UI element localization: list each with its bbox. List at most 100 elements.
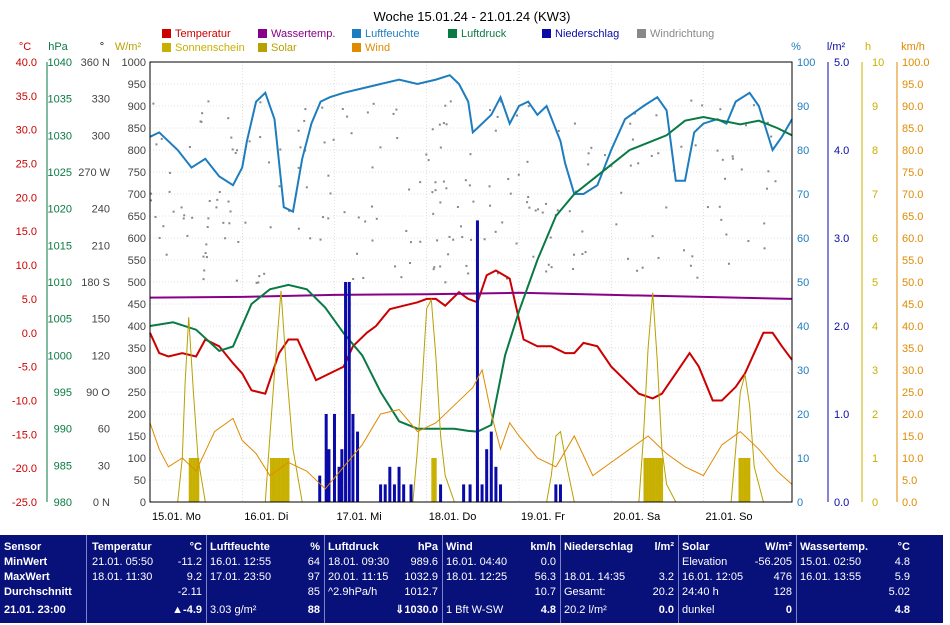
wind-direction-point [537,208,540,211]
wind-direction-point [680,145,683,148]
wind-direction-point [636,269,639,272]
wind-direction-point [216,198,219,201]
sunshine-bar [282,458,285,502]
summary-current-value: 88 [307,604,320,616]
wind-direction-point [237,240,240,243]
wind-direction-point [370,205,373,208]
pressure-axis-tick: 1005 [48,314,72,326]
wind-direction-point [527,105,530,108]
summary-row-value: 4.8 [894,556,910,568]
legend-swatch [258,29,267,38]
sunshine-bar [656,458,658,502]
wind-direction-point [279,148,282,151]
wind-direction-point [259,136,262,139]
x-tick: 21.01. So [705,511,752,523]
precipitation-bar [554,484,558,502]
wind-direction-point [557,129,560,132]
humidity-axis-tick: 20 [797,409,809,421]
wind-direction-point [215,206,218,209]
summary-row-value: 20.2 [652,586,674,598]
sunshine-bar [275,458,277,502]
wind-direction-point [205,256,208,259]
wind-direction-axis-tick: 180 S [81,277,110,289]
wind-direction-point [332,138,335,141]
wind-direction-point [230,136,233,139]
x-tick: 17.01. Mi [336,511,381,523]
humidity-axis-tick: 70 [797,189,809,201]
summary-unit: l/m² [654,541,674,553]
legend-swatch [448,29,457,38]
x-tick: 15.01. Mo [152,511,201,523]
legend-label: Wassertemp. [271,28,335,40]
wind-direction-point [346,115,349,118]
wind-direction-point [696,276,699,279]
wind-direction-point [590,146,593,149]
wind-direction-point [544,202,547,205]
sensor-row: MaxWert [4,571,50,583]
precipitation-bar [485,449,489,502]
wind-direction-point [763,247,766,250]
wind-direction-point [431,191,434,194]
solar-axis-tick: 500 [128,277,146,289]
wind-direction-point [507,178,510,181]
wind-direction-point [467,272,470,275]
wind-direction-point [395,108,398,111]
precipitation-bar [558,484,562,502]
wind-direction-axis-tick: 360 N [81,57,110,69]
summary-header: Wind [446,541,473,553]
summary-unit: hPa [417,541,438,553]
wind-direction-point [303,119,306,122]
pressure-axis-tick: 1040 [48,57,72,69]
summary-row-value: 9.2 [186,571,202,583]
wind-axis-tick: 60.0 [902,233,923,245]
wind-direction-point [752,104,755,107]
wind-direction-point [269,226,272,229]
wind-direction-point [357,216,360,219]
wind-direction-point [665,206,668,209]
sunshine-bar [746,458,748,502]
precipitation-bar [439,484,443,502]
precipitation-bar [489,431,493,502]
sunshine-bar [661,458,664,502]
wind-direction-point [655,114,658,117]
solar-axis-tick: 350 [128,343,146,355]
precipitation-bar [480,484,484,502]
precipitation-bar [494,466,498,502]
plot-area [149,74,793,503]
wind-direction-point [439,265,442,268]
series-line-Wind [149,368,793,490]
wind-direction-point [470,238,473,241]
wind-direction-point [526,201,529,204]
precipitation-bar [388,466,392,502]
wind-direction-point [459,225,462,228]
summary-header: Niederschlag [564,541,634,553]
precipitation-bar [468,484,472,502]
wind-direction-point [731,155,734,158]
summary-header: Luftfeuchte [210,541,270,553]
wind-direction-point [165,253,168,256]
series-line-Wassertemp. [149,291,793,300]
precipitation-axis-tick: 4.0 [834,145,849,157]
wind-direction-point [372,102,375,105]
wind-direction-point [392,112,395,115]
wind-direction-point [689,264,692,267]
wind-direction-point [150,199,153,202]
summary-sensor: Sensor MinWert MaxWert Durchschnitt 21.0… [0,535,87,623]
wind-direction-point [633,112,636,115]
wind-direction-point [766,121,769,124]
wind-direction-point [631,138,634,141]
sunshine-bar [738,458,740,502]
summary-current-value: 4.8 [540,604,556,616]
wind-direction-point [556,209,559,212]
wind-direction-point [721,158,724,161]
summary-header: Luftdruck [328,541,379,553]
summary-row-value: 1032.9 [404,571,438,583]
solar-axis-tick: 400 [128,321,146,333]
wind-direction-point [657,256,660,259]
wind-axis-tick: 15.0 [902,431,923,443]
humidity-axis-tick: 60 [797,233,809,245]
wind-direction-point [257,281,260,284]
temperature-axis-tick: 20.0 [16,192,37,204]
wind-direction-point [364,220,367,223]
wind-direction-point [464,179,467,182]
